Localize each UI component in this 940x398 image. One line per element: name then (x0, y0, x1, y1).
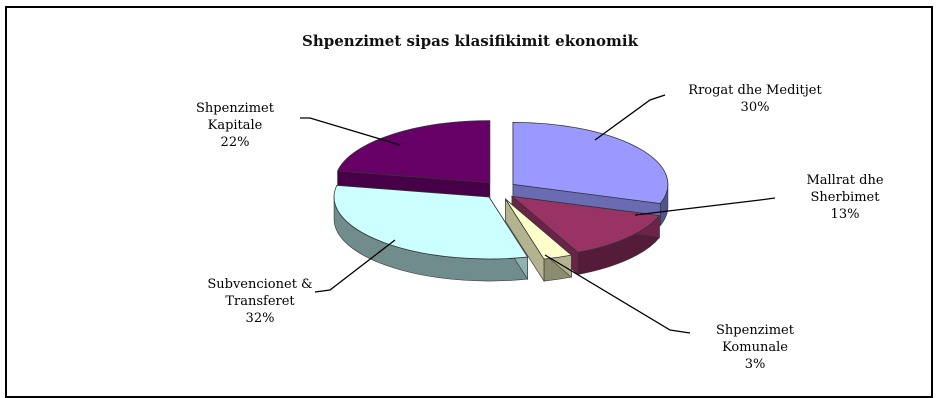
label-mallrat-line2: Sherbimet (810, 190, 880, 205)
label-kapitale-pct: 22% (220, 135, 250, 150)
slice-subvencionet (333, 184, 529, 260)
leader-line-rrogat (594, 94, 666, 141)
label-subvencionet-line2: Transferet (225, 294, 295, 309)
label-mallrat-pct: 13% (830, 207, 860, 222)
label-subvencionet-line1: Subvencionet & (207, 277, 313, 292)
label-kapitale-line1: Shpenzimet (196, 101, 274, 116)
leader-line-mallrat (634, 197, 776, 216)
label-kapitale-line2: Kapitale (207, 118, 263, 133)
leader-line-komunale (544, 254, 691, 334)
label-komunale: Shpenzimet Komunale 3% (680, 322, 830, 373)
leader-line-subvencionet (314, 239, 396, 293)
slice-rrogat (512, 121, 669, 204)
slice-kapitale (336, 120, 491, 184)
leader-line-kapitale (300, 117, 401, 146)
slice-mallrat (510, 195, 661, 253)
label-komunale-line2: Komunale (722, 340, 788, 355)
chart-title: Shpenzimet sipas klasifikimit ekonomik (302, 32, 638, 50)
label-mallrat-line1: Mallrat dhe (806, 173, 884, 188)
label-rrogat: Rrogat dhe Meditjet 30% (655, 82, 855, 116)
label-rrogat-name: Rrogat dhe Meditjet (688, 83, 822, 98)
label-komunale-pct: 3% (744, 357, 766, 372)
label-subvencionet: Subvencionet & Transferet 32% (175, 276, 345, 327)
label-komunale-line1: Shpenzimet (716, 323, 794, 338)
slice-komunale (505, 198, 573, 260)
label-rrogat-pct: 30% (740, 100, 770, 115)
label-subvencionet-pct: 32% (245, 311, 275, 326)
label-mallrat: Mallrat dhe Sherbimet 13% (770, 172, 920, 223)
label-kapitale: Shpenzimet Kapitale 22% (165, 100, 305, 151)
